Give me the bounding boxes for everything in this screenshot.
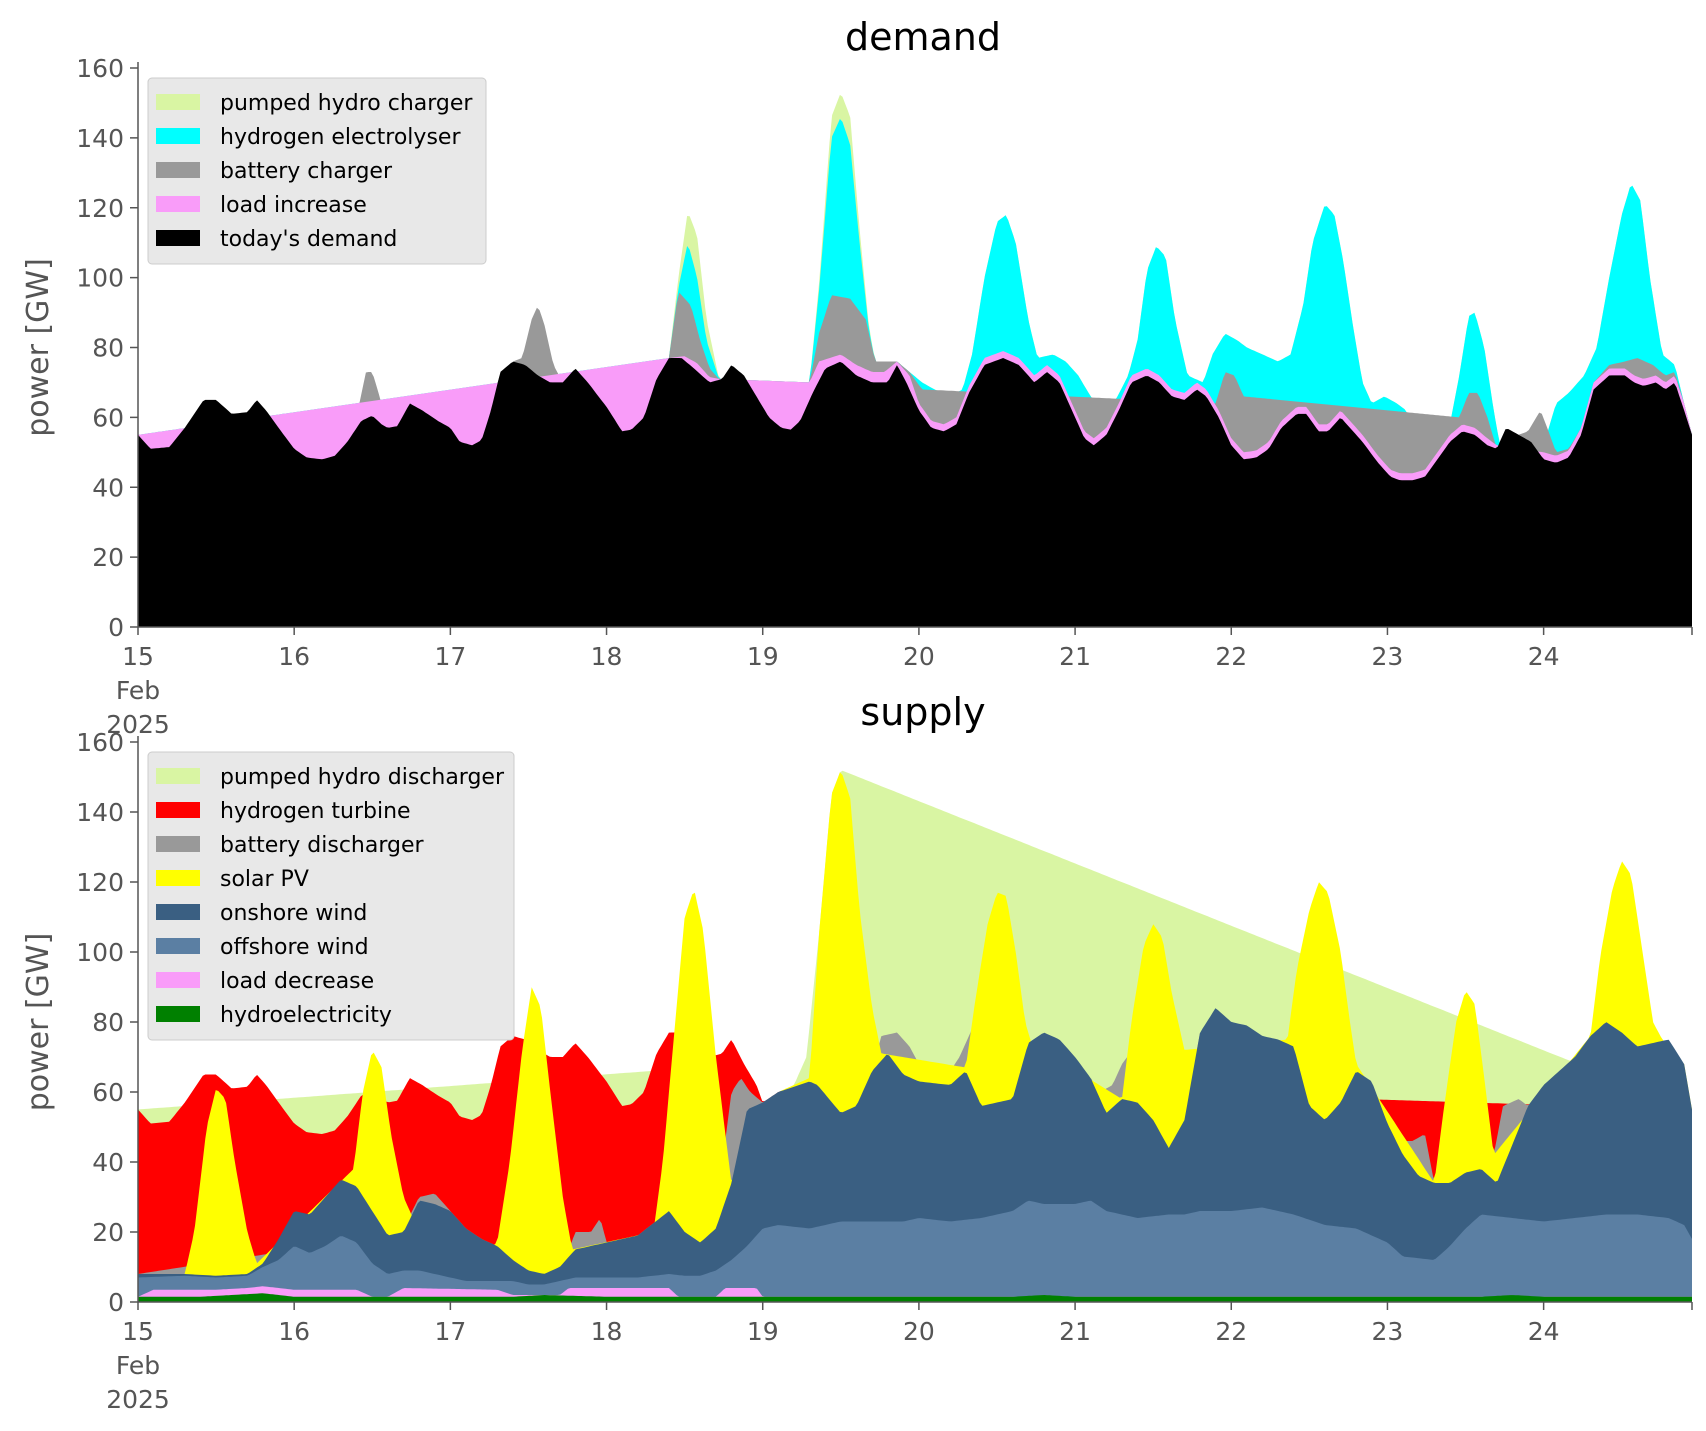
legend-label: battery charger bbox=[220, 159, 393, 184]
legend-label: load increase bbox=[220, 193, 367, 218]
x-tick-label: 15 bbox=[122, 1317, 154, 1346]
legend: pumped hydro discharger hydrogen turbine b… bbox=[147, 751, 515, 1041]
y-tick-label: 40 bbox=[92, 1148, 124, 1177]
legend: pumped hydro charger hydrogen electrolyse… bbox=[147, 77, 487, 265]
legend-label: hydrogen electrolyser bbox=[220, 125, 461, 150]
x-tick-label: 18 bbox=[591, 1317, 623, 1346]
legend-frame bbox=[147, 77, 487, 265]
y-tick-label: 60 bbox=[92, 1078, 124, 1107]
y-tick-label: 20 bbox=[92, 543, 124, 572]
x-tick-label: 23 bbox=[1372, 1317, 1404, 1346]
x-tick-label: 19 bbox=[747, 642, 779, 671]
legend-swatch bbox=[156, 162, 200, 178]
chart-title: supply bbox=[860, 690, 985, 734]
y-tick-label: 140 bbox=[76, 798, 124, 827]
area-today-s-demand bbox=[138, 358, 1692, 627]
legend-label: hydrogen turbine bbox=[220, 799, 411, 824]
legend-swatch bbox=[156, 768, 200, 784]
y-tick-label: 20 bbox=[92, 1218, 124, 1247]
y-axis-label: power [GW] bbox=[21, 258, 56, 437]
x-tick-label: 2025 bbox=[106, 710, 170, 739]
y-tick-label: 60 bbox=[92, 403, 124, 432]
x-tick-label: 20 bbox=[903, 1317, 935, 1346]
legend-swatch bbox=[156, 972, 200, 988]
x-tick-label: 16 bbox=[278, 642, 310, 671]
supply-panel: supply power [GW] 0 20 40 60 80 100 120 140 160 15 F… bbox=[21, 690, 1693, 1414]
legend-label: load decrease bbox=[220, 969, 374, 994]
x-tick-label: 22 bbox=[1215, 1317, 1247, 1346]
legend-swatch bbox=[156, 904, 200, 920]
x-tick-label: 24 bbox=[1528, 642, 1560, 671]
x-tick-label: 18 bbox=[591, 642, 623, 671]
x-tick-label: 20 bbox=[903, 642, 935, 671]
legend-swatch bbox=[156, 128, 200, 144]
legend-swatch bbox=[156, 196, 200, 212]
y-tick-label: 40 bbox=[92, 473, 124, 502]
demand-panel: demand power [GW] 0 20 40 60 80 100 120 140 160 15 F… bbox=[21, 15, 1693, 739]
legend-label: battery discharger bbox=[220, 833, 425, 858]
y-tick-label: 160 bbox=[76, 728, 124, 757]
y-tick-label: 140 bbox=[76, 124, 124, 153]
y-tick-label: 120 bbox=[76, 194, 124, 223]
area-offshore-wind bbox=[138, 1200, 1692, 1302]
legend-frame bbox=[147, 751, 515, 1041]
y-tick-label: 120 bbox=[76, 868, 124, 897]
y-tick-label: 160 bbox=[76, 54, 124, 83]
legend-label: offshore wind bbox=[220, 935, 369, 960]
y-axis-label: power [GW] bbox=[21, 933, 56, 1112]
x-tick-label: 2025 bbox=[106, 1385, 170, 1414]
x-tick-label: 21 bbox=[1059, 1317, 1091, 1346]
chart-title: demand bbox=[845, 15, 1001, 59]
area-hydroelectricity bbox=[138, 1293, 1692, 1302]
x-tick-label: 22 bbox=[1215, 642, 1247, 671]
x-tick-label: Feb bbox=[116, 1351, 160, 1380]
y-tick-label: 0 bbox=[108, 613, 124, 642]
legend-label: onshore wind bbox=[220, 901, 367, 926]
x-tick-label: 21 bbox=[1059, 642, 1091, 671]
x-tick-label: 23 bbox=[1372, 642, 1404, 671]
legend-swatch bbox=[156, 938, 200, 954]
y-tick-label: 100 bbox=[76, 938, 124, 967]
legend-swatch bbox=[156, 802, 200, 818]
legend-swatch bbox=[156, 870, 200, 886]
legend-swatch bbox=[156, 1006, 200, 1022]
legend-label: today's demand bbox=[220, 227, 397, 252]
y-tick-label: 100 bbox=[76, 264, 124, 293]
legend-label: pumped hydro discharger bbox=[220, 765, 505, 790]
x-tick-label: 17 bbox=[434, 642, 466, 671]
x-tick-label: 24 bbox=[1528, 1317, 1560, 1346]
x-tick-label: Feb bbox=[116, 676, 160, 705]
x-tick-label: 19 bbox=[747, 1317, 779, 1346]
legend-swatch bbox=[156, 836, 200, 852]
x-tick-label: 17 bbox=[434, 1317, 466, 1346]
legend-label: pumped hydro charger bbox=[220, 91, 473, 116]
y-tick-label: 0 bbox=[108, 1288, 124, 1317]
x-tick-label: 16 bbox=[278, 1317, 310, 1346]
y-tick-label: 80 bbox=[92, 1008, 124, 1037]
legend-label: hydroelectricity bbox=[220, 1003, 392, 1028]
legend-swatch bbox=[156, 230, 200, 246]
legend-swatch bbox=[156, 94, 200, 110]
y-tick-label: 80 bbox=[92, 334, 124, 363]
x-tick-label: 15 bbox=[122, 642, 154, 671]
legend-label: solar PV bbox=[220, 867, 309, 892]
